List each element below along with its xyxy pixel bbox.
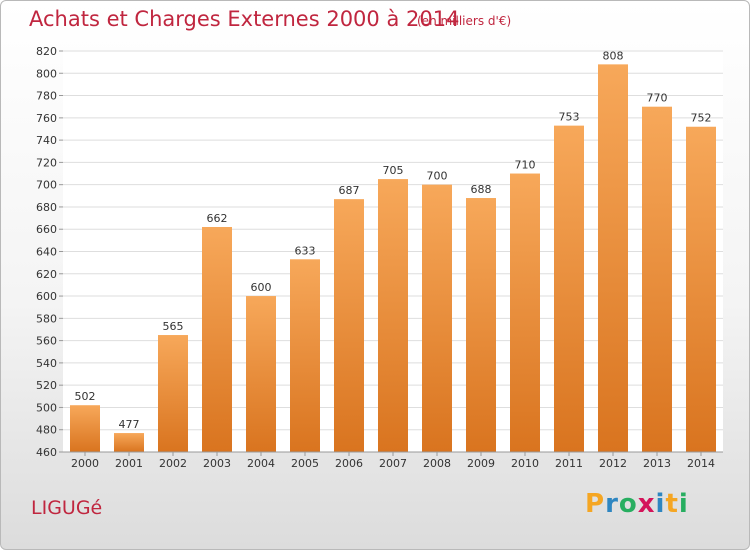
- value-label-2010: 710: [515, 159, 536, 172]
- y-tick-label: 480: [36, 424, 57, 437]
- x-tick-label-2014: 2014: [687, 457, 715, 470]
- bar-2013[interactable]: [642, 106, 672, 452]
- chart-title: Achats et Charges Externes 2000 à 2014: [29, 7, 460, 31]
- bar-2009[interactable]: [466, 198, 496, 452]
- bar-2005[interactable]: [290, 259, 320, 452]
- logo-letter: r: [605, 489, 619, 519]
- bar-2001[interactable]: [114, 433, 144, 452]
- x-tick-label-2008: 2008: [423, 457, 451, 470]
- bar-2011[interactable]: [554, 125, 584, 452]
- bar-2002[interactable]: [158, 335, 188, 452]
- logo-letter: t: [665, 489, 679, 519]
- y-axis-ticks: 460 480 500 520 540 560 580 600 620 640 660 680 700 7…: [36, 45, 63, 459]
- bar-2004[interactable]: [246, 296, 276, 452]
- y-tick-label: 560: [36, 335, 57, 348]
- x-tick-label-2011: 2011: [555, 457, 583, 470]
- x-tick-label-2012: 2012: [599, 457, 627, 470]
- y-tick-label: 680: [36, 201, 57, 214]
- x-tick-label-2002: 2002: [159, 457, 187, 470]
- y-tick-label: 740: [36, 134, 57, 147]
- y-tick-label: 760: [36, 112, 57, 125]
- x-tick-label-2003: 2003: [203, 457, 231, 470]
- value-label-2004: 600: [251, 281, 272, 294]
- y-tick-label: 620: [36, 268, 57, 281]
- proxiti-logo[interactable]: Proxiti: [585, 489, 689, 519]
- value-label-2006: 687: [339, 184, 360, 197]
- logo-letter: x: [637, 489, 656, 519]
- bar-2000[interactable]: [70, 405, 100, 452]
- y-tick-label: 520: [36, 379, 57, 392]
- bar-2010[interactable]: [510, 173, 540, 452]
- bar-2014[interactable]: [686, 126, 716, 452]
- y-tick-label: 700: [36, 179, 57, 192]
- y-tick-label: 460: [36, 446, 57, 459]
- logo-letter: P: [585, 489, 606, 519]
- x-tick-label-2004: 2004: [247, 457, 275, 470]
- y-tick-label: 500: [36, 401, 57, 414]
- x-tick-label-2007: 2007: [379, 457, 407, 470]
- y-tick-label: 720: [36, 156, 57, 169]
- value-label-2003: 662: [207, 212, 228, 225]
- y-tick-label: 800: [36, 67, 57, 80]
- bar-2007[interactable]: [378, 179, 408, 452]
- x-axis-ticks: 2000 2001 2002 2003 2004 2005 2006 2007 2008 2009…: [71, 452, 715, 470]
- logo-letter: i: [678, 489, 689, 519]
- commune-name: LIGUGé: [31, 497, 103, 519]
- value-label-2001: 477: [119, 418, 140, 431]
- y-tick-label: 600: [36, 290, 57, 303]
- y-tick-label: 640: [36, 246, 57, 259]
- y-tick-label: 580: [36, 312, 57, 325]
- bars: 502 477 565 662 600 633 687 705 700 688 710 753 808 7…: [70, 49, 716, 452]
- value-label-2000: 502: [75, 390, 96, 403]
- x-tick-label-2006: 2006: [335, 457, 363, 470]
- value-label-2002: 565: [163, 320, 184, 333]
- x-tick-label-2005: 2005: [291, 457, 319, 470]
- value-label-2011: 753: [559, 111, 580, 124]
- x-tick-label-2000: 2000: [71, 457, 99, 470]
- y-tick-label: 540: [36, 357, 57, 370]
- x-tick-label-2010: 2010: [511, 457, 539, 470]
- value-label-2005: 633: [295, 244, 316, 257]
- y-tick-label: 820: [36, 45, 57, 58]
- x-tick-label-2009: 2009: [467, 457, 495, 470]
- value-label-2013: 770: [647, 92, 668, 105]
- value-label-2008: 700: [427, 170, 448, 183]
- logo-letter: o: [618, 489, 638, 519]
- bar-2008[interactable]: [422, 184, 452, 452]
- value-label-2014: 752: [691, 112, 712, 125]
- y-tick-label: 780: [36, 90, 57, 103]
- value-label-2012: 808: [603, 49, 624, 62]
- value-label-2007: 705: [383, 164, 404, 177]
- x-tick-label-2001: 2001: [115, 457, 143, 470]
- logo-letter: i: [655, 489, 666, 519]
- bar-2012[interactable]: [598, 64, 628, 452]
- y-tick-label: 660: [36, 223, 57, 236]
- value-label-2009: 688: [471, 183, 492, 196]
- bar-2003[interactable]: [202, 226, 232, 452]
- x-tick-label-2013: 2013: [643, 457, 671, 470]
- chart-subtitle: (en milliers d'€): [417, 14, 512, 28]
- bar-2006[interactable]: [334, 199, 364, 452]
